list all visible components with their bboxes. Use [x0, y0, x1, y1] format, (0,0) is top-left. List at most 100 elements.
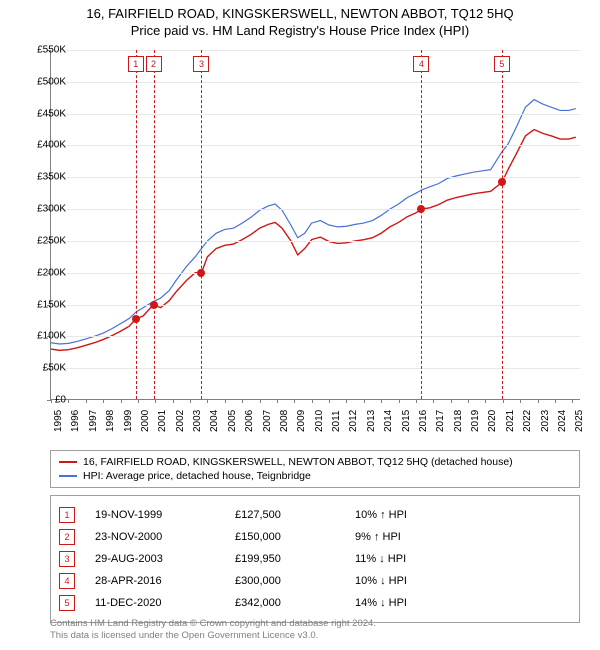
- x-tick-mark: [121, 399, 122, 403]
- x-tick-label: 2000: [140, 410, 151, 432]
- y-tick-label: £550K: [37, 45, 66, 56]
- x-tick-label: 2021: [505, 410, 516, 432]
- x-tick-label: 1998: [105, 410, 116, 432]
- y-gridline: [51, 50, 580, 51]
- x-tick-label: 2004: [209, 410, 220, 432]
- sales-row-price: £300,000: [235, 575, 355, 587]
- x-tick-label: 2025: [574, 410, 585, 432]
- x-tick-mark: [433, 399, 434, 403]
- sales-row-price: £199,950: [235, 553, 355, 565]
- y-tick-label: £0: [55, 395, 66, 406]
- x-tick-mark: [242, 399, 243, 403]
- chart-title-line2: Price paid vs. HM Land Registry's House …: [0, 23, 600, 38]
- x-tick-label: 2009: [296, 410, 307, 432]
- x-tick-mark: [190, 399, 191, 403]
- sale-vline: [136, 50, 137, 399]
- x-tick-label: 2015: [401, 410, 412, 432]
- y-tick-label: £100K: [37, 331, 66, 342]
- x-tick-label: 2003: [192, 410, 203, 432]
- y-gridline: [51, 241, 580, 242]
- sale-marker-dot: [197, 269, 205, 277]
- x-tick-label: 2010: [314, 410, 325, 432]
- x-tick-mark: [399, 399, 400, 403]
- x-tick-mark: [346, 399, 347, 403]
- x-tick-label: 1995: [53, 410, 64, 432]
- chart-title-line1: 16, FAIRFIELD ROAD, KINGSKERSWELL, NEWTO…: [0, 6, 600, 21]
- x-tick-mark: [51, 399, 52, 403]
- x-tick-mark: [572, 399, 573, 403]
- x-tick-mark: [173, 399, 174, 403]
- x-tick-label: 2007: [262, 410, 273, 432]
- x-tick-mark: [312, 399, 313, 403]
- sales-row-diff: 14% ↓ HPI: [355, 597, 407, 609]
- x-tick-mark: [555, 399, 556, 403]
- y-tick-label: £50K: [43, 363, 66, 374]
- legend-swatch: [59, 475, 77, 477]
- x-tick-mark: [364, 399, 365, 403]
- sales-row-diff: 10% ↓ HPI: [355, 575, 407, 587]
- x-tick-label: 2018: [453, 410, 464, 432]
- sale-vline: [201, 50, 202, 399]
- x-tick-mark: [329, 399, 330, 403]
- sale-marker-dot: [150, 301, 158, 309]
- y-gridline: [51, 273, 580, 274]
- sales-row-number: 4: [59, 573, 75, 589]
- x-tick-mark: [68, 399, 69, 403]
- legend-label: 16, FAIRFIELD ROAD, KINGSKERSWELL, NEWTO…: [83, 456, 513, 468]
- sale-marker-dot: [132, 315, 140, 323]
- x-tick-mark: [103, 399, 104, 403]
- sale-marker-number: 2: [146, 56, 162, 72]
- y-gridline: [51, 145, 580, 146]
- x-tick-label: 2012: [348, 410, 359, 432]
- x-tick-label: 2001: [157, 410, 168, 432]
- sales-row-price: £342,000: [235, 597, 355, 609]
- legend-label: HPI: Average price, detached house, Teig…: [83, 470, 311, 482]
- legend-row: 16, FAIRFIELD ROAD, KINGSKERSWELL, NEWTO…: [59, 455, 571, 469]
- x-tick-mark: [520, 399, 521, 403]
- sale-marker-number: 3: [193, 56, 209, 72]
- y-gridline: [51, 305, 580, 306]
- sales-table: 119-NOV-1999£127,50010% ↑ HPI223-NOV-200…: [50, 495, 580, 623]
- sales-row: 511-DEC-2020£342,00014% ↓ HPI: [59, 592, 571, 614]
- y-gridline: [51, 209, 580, 210]
- sales-row-date: 19-NOV-1999: [95, 509, 235, 521]
- y-gridline: [51, 368, 580, 369]
- x-tick-mark: [416, 399, 417, 403]
- sale-marker-number: 5: [494, 56, 510, 72]
- footer-attribution: Contains HM Land Registry data © Crown c…: [50, 618, 376, 643]
- x-tick-label: 2014: [383, 410, 394, 432]
- x-tick-label: 1999: [123, 410, 134, 432]
- x-tick-label: 2013: [366, 410, 377, 432]
- x-tick-mark: [381, 399, 382, 403]
- y-tick-label: £300K: [37, 204, 66, 215]
- y-tick-label: £350K: [37, 172, 66, 183]
- legend-swatch: [59, 461, 77, 463]
- sales-row-date: 11-DEC-2020: [95, 597, 235, 609]
- x-tick-label: 2008: [279, 410, 290, 432]
- sales-row-number: 1: [59, 507, 75, 523]
- x-tick-label: 2022: [522, 410, 533, 432]
- sales-row-date: 23-NOV-2000: [95, 531, 235, 543]
- chart-svg: [51, 50, 580, 399]
- x-tick-label: 2024: [557, 410, 568, 432]
- y-gridline: [51, 82, 580, 83]
- y-tick-label: £500K: [37, 76, 66, 87]
- y-tick-label: £400K: [37, 140, 66, 151]
- sale-vline: [421, 50, 422, 399]
- sales-row: 2 23-NOV-2000£150,0009% ↑ HPI: [59, 526, 571, 548]
- x-tick-label: 2023: [540, 410, 551, 432]
- sales-row-number: 2: [59, 529, 75, 545]
- sales-row-price: £150,000: [235, 531, 355, 543]
- x-tick-label: 2016: [418, 410, 429, 432]
- x-tick-mark: [155, 399, 156, 403]
- sales-row-diff: 9% ↑ HPI: [355, 531, 401, 543]
- x-tick-label: 2017: [435, 410, 446, 432]
- y-tick-label: £250K: [37, 235, 66, 246]
- series-hpi: [51, 100, 576, 344]
- sale-vline: [502, 50, 503, 399]
- x-tick-label: 2006: [244, 410, 255, 432]
- x-tick-label: 1997: [88, 410, 99, 432]
- sales-row-diff: 10% ↑ HPI: [355, 509, 407, 521]
- x-tick-mark: [225, 399, 226, 403]
- x-tick-label: 2002: [175, 410, 186, 432]
